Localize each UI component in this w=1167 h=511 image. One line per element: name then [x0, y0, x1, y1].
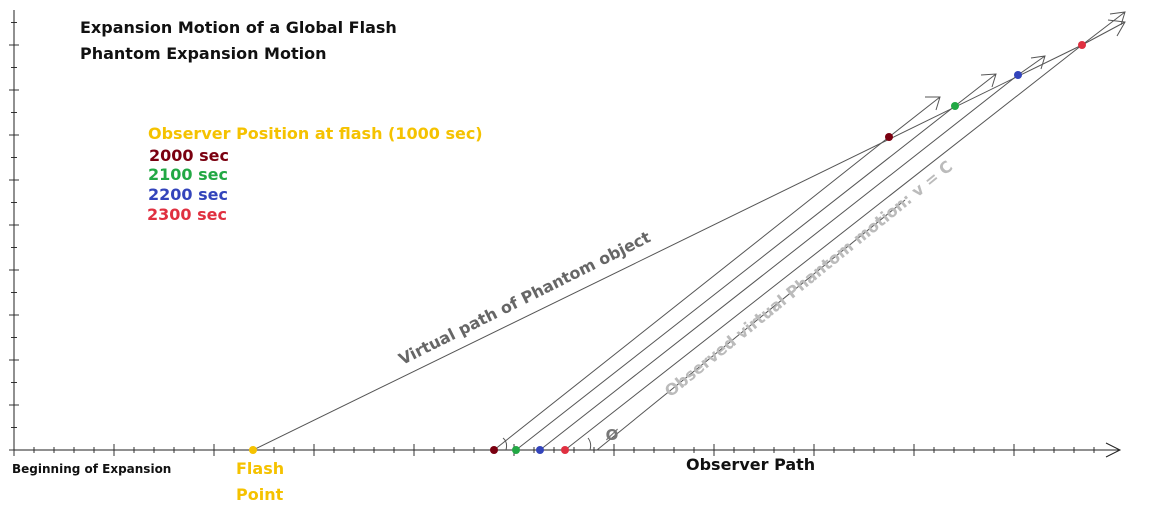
observer-2000 — [490, 446, 498, 454]
legend-item: Observer Position at flash (1000 sec) — [148, 124, 483, 143]
legend-item: 2100 sec — [148, 165, 228, 184]
title: Expansion Motion of a Global Flash — [80, 18, 397, 37]
phantom-2100 — [951, 102, 959, 110]
observed-motion-line — [596, 199, 906, 451]
virtual-path-label: Virtual path of Phantom object — [396, 227, 654, 369]
flash-point-dot — [249, 446, 257, 454]
phantom-2200 — [1014, 71, 1022, 79]
path-2300 — [564, 11, 1126, 451]
phantom-2300 — [1078, 41, 1086, 49]
subtitle: Phantom Expansion Motion — [80, 44, 326, 63]
observer-2100 — [512, 446, 520, 454]
legend-item: 2300 sec — [147, 205, 227, 224]
angle-arcs — [502, 437, 592, 451]
flash-point-label: Point — [236, 485, 284, 504]
paths — [252, 11, 1126, 451]
angle-label: Ø — [606, 426, 619, 444]
axis-ticks — [9, 22, 1095, 456]
legend-item: 2000 sec — [149, 146, 229, 165]
observed-motion-label: Observed virtual Phantom motion: v = C — [661, 157, 956, 401]
observer-path-label: Observer Path — [686, 455, 815, 474]
points — [249, 41, 1086, 454]
flash-point-label: Flash — [236, 459, 284, 478]
observer-2200 — [536, 446, 544, 454]
phantom-2000 — [885, 133, 893, 141]
observer-2300 — [561, 446, 569, 454]
origin-label: Beginning of Expansion — [12, 462, 171, 476]
legend-item: 2200 sec — [148, 185, 228, 204]
